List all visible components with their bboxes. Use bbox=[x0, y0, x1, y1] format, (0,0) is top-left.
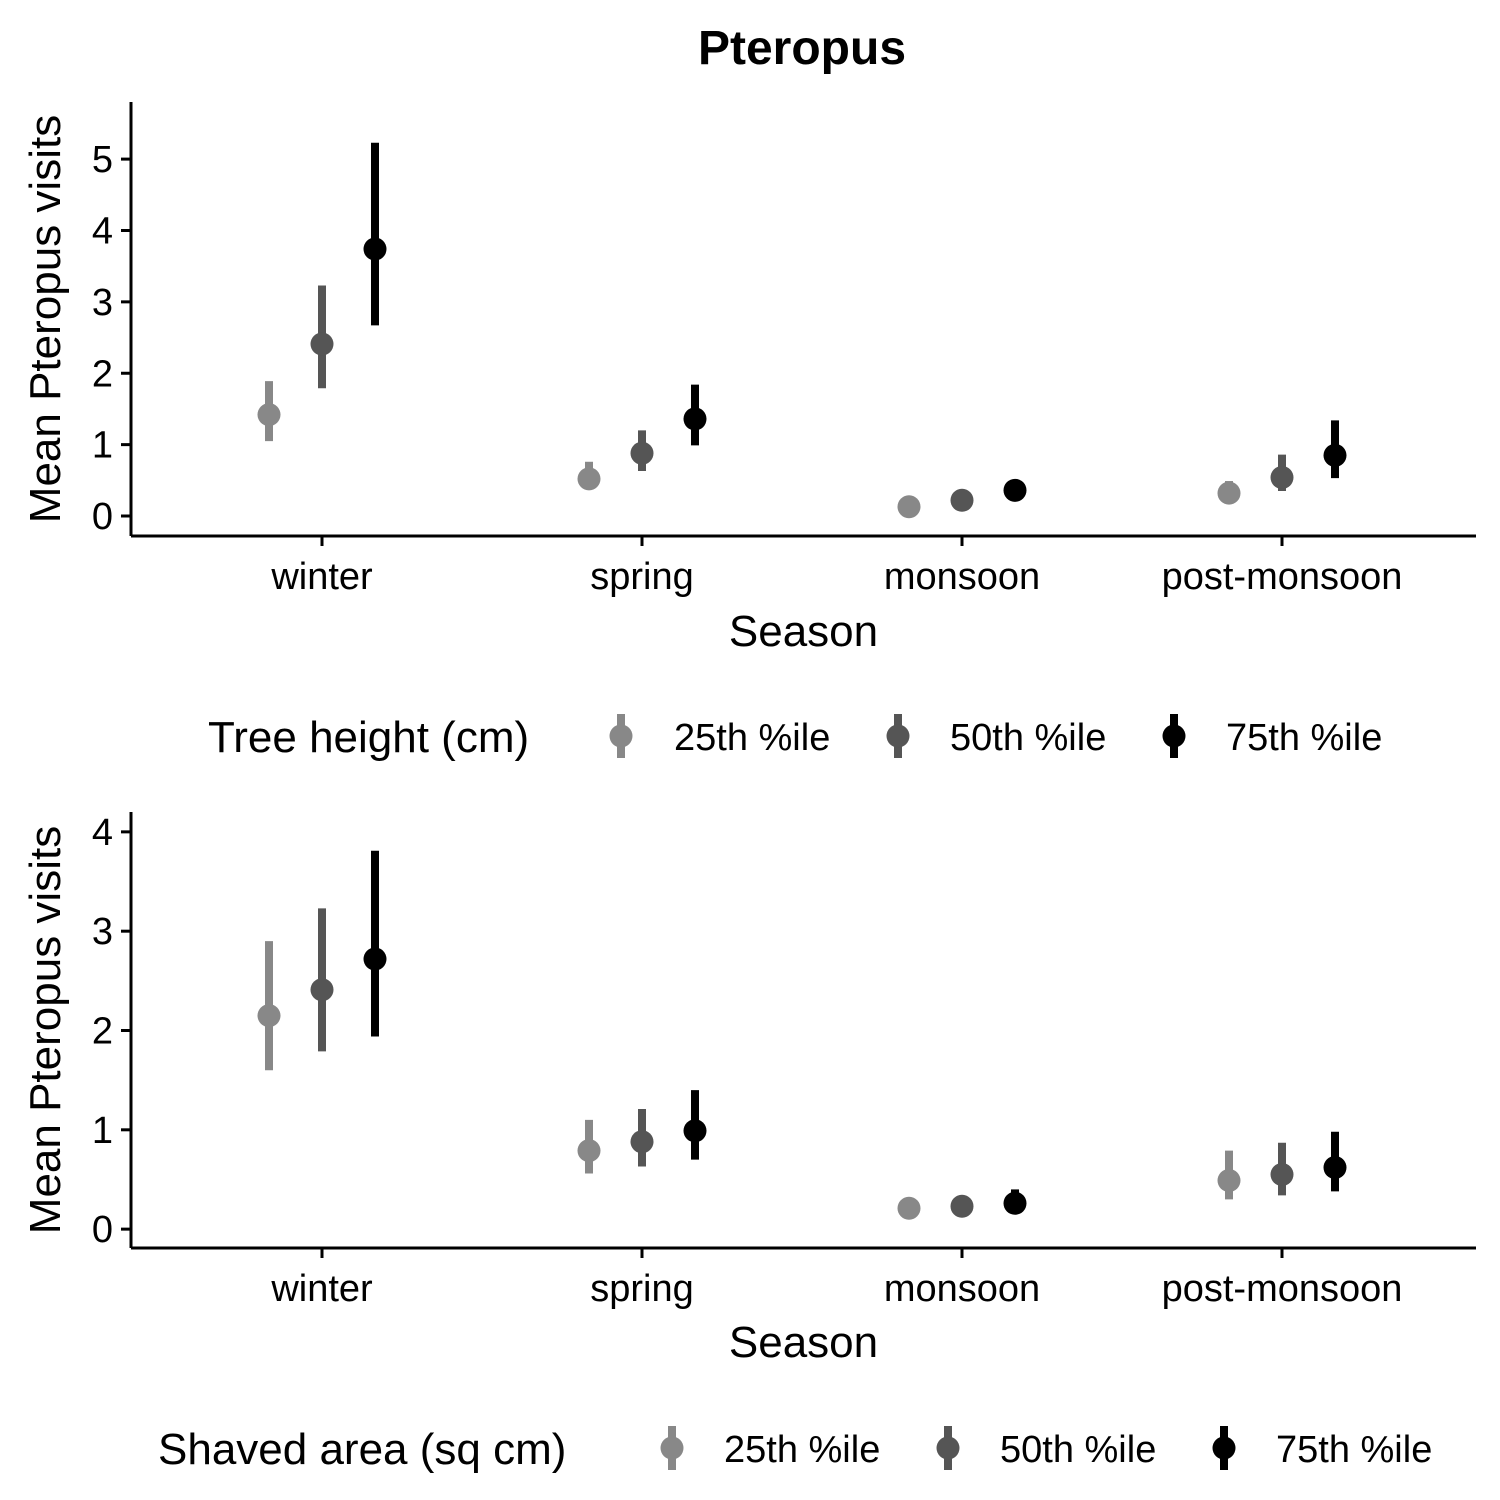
chart-title: Pteropus bbox=[698, 22, 906, 75]
x-axis-title: Season bbox=[729, 607, 878, 656]
data-point bbox=[257, 403, 281, 427]
data-point bbox=[683, 407, 707, 431]
x-tick-label: winter bbox=[270, 556, 373, 598]
legend-key-point bbox=[886, 724, 910, 748]
y-tick-label: 4 bbox=[92, 812, 113, 854]
panel-shaved-area: 0 1 2 3 4 winter spring monsoon post-monsoon Seas… bbox=[21, 812, 1476, 1474]
data-point bbox=[683, 1119, 707, 1143]
y-tick-label: 3 bbox=[92, 911, 113, 953]
data-point bbox=[630, 1130, 654, 1154]
data-point bbox=[363, 237, 387, 261]
x-tick-label: spring bbox=[590, 556, 694, 598]
legend: Shaved area (sq cm) 25th %ile 50th %ile 75t… bbox=[158, 1425, 1432, 1474]
legend-key-point bbox=[1162, 724, 1186, 748]
data-point bbox=[1217, 481, 1241, 505]
data-point bbox=[1003, 1191, 1027, 1215]
legend-key-point bbox=[936, 1436, 960, 1460]
legend-label: 50th %ile bbox=[1000, 1429, 1156, 1471]
data-point bbox=[363, 947, 387, 971]
data-point bbox=[897, 495, 921, 519]
y-tick-label: 3 bbox=[92, 282, 113, 324]
data-point bbox=[1323, 1156, 1347, 1180]
x-tick-label: monsoon bbox=[884, 1268, 1040, 1310]
legend-title: Shaved area (sq cm) bbox=[158, 1425, 566, 1474]
y-tick-label: 4 bbox=[92, 210, 113, 252]
data-point bbox=[257, 1004, 281, 1028]
data-point bbox=[310, 978, 334, 1002]
y-tick-label: 2 bbox=[92, 1010, 113, 1052]
data-point bbox=[897, 1196, 921, 1220]
y-tick-label: 0 bbox=[92, 1209, 113, 1251]
data-point bbox=[577, 467, 601, 491]
data-point bbox=[1270, 465, 1294, 489]
data-point bbox=[630, 441, 654, 465]
y-tick-label: 5 bbox=[92, 139, 113, 181]
legend-title: Tree height (cm) bbox=[208, 713, 529, 762]
legend-key-point bbox=[1212, 1436, 1236, 1460]
panel-tree-height: 0 1 2 3 4 5 winter spring monsoon post-monsoon Sea… bbox=[21, 102, 1476, 762]
data-point bbox=[1003, 478, 1027, 502]
legend-label: 25th %ile bbox=[674, 717, 830, 759]
y-tick-label: 2 bbox=[92, 353, 113, 395]
x-tick-label: post-monsoon bbox=[1162, 1268, 1403, 1310]
legend-label: 75th %ile bbox=[1276, 1429, 1432, 1471]
data-point bbox=[1270, 1163, 1294, 1187]
data-point bbox=[950, 1194, 974, 1218]
y-axis-title: Mean Pteropus visits bbox=[21, 115, 70, 523]
data-point bbox=[950, 488, 974, 512]
y-axis-title: Mean Pteropus visits bbox=[21, 826, 70, 1234]
legend-label: 75th %ile bbox=[1226, 717, 1382, 759]
x-tick-label: winter bbox=[270, 1268, 373, 1310]
data-point bbox=[310, 332, 334, 356]
data-point bbox=[1217, 1168, 1241, 1192]
legend-key-point bbox=[609, 724, 633, 748]
legend-label: 50th %ile bbox=[950, 717, 1106, 759]
y-tick-label: 1 bbox=[92, 1110, 113, 1152]
x-tick-label: spring bbox=[590, 1268, 694, 1310]
legend: Tree height (cm) 25th %ile 50th %ile 75th %… bbox=[208, 713, 1382, 762]
legend-label: 25th %ile bbox=[724, 1429, 880, 1471]
y-tick-label: 1 bbox=[92, 425, 113, 467]
y-tick-label: 0 bbox=[92, 496, 113, 538]
x-axis-title: Season bbox=[729, 1318, 878, 1367]
data-point bbox=[1323, 443, 1347, 467]
x-tick-label: post-monsoon bbox=[1162, 556, 1403, 598]
legend-key-point bbox=[660, 1436, 684, 1460]
x-tick-label: monsoon bbox=[884, 556, 1040, 598]
data-point bbox=[577, 1139, 601, 1163]
